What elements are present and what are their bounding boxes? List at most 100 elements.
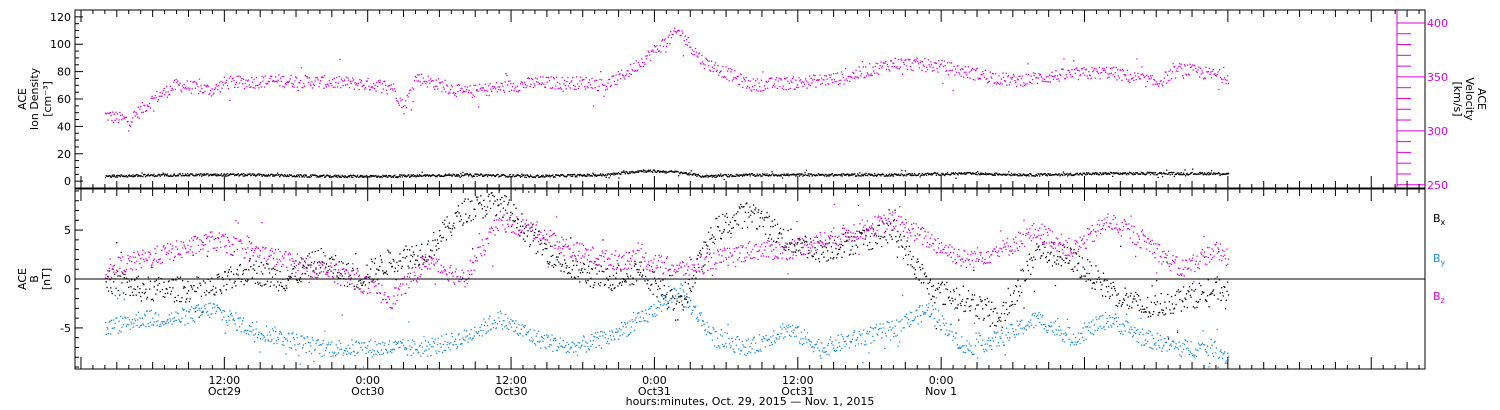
density-point	[189, 173, 192, 175]
by-point	[124, 316, 126, 318]
bx-point	[134, 288, 137, 291]
bx-point	[382, 273, 385, 275]
velocity-point	[927, 59, 929, 61]
density-point	[911, 175, 913, 177]
by-point	[834, 350, 836, 353]
bx-point	[197, 287, 199, 289]
by-point	[1179, 345, 1182, 347]
velocity-point	[427, 75, 429, 77]
velocity-point	[1182, 75, 1184, 77]
density-point	[777, 175, 779, 177]
by-point	[573, 343, 576, 345]
density-point	[293, 175, 296, 177]
by-point	[640, 320, 642, 323]
by-point	[830, 336, 832, 338]
velocity-point	[1036, 82, 1039, 85]
by-point	[526, 331, 528, 334]
by-point	[295, 349, 297, 351]
density-point	[651, 171, 653, 173]
bx-point	[191, 288, 194, 290]
density-point	[1046, 173, 1048, 176]
by-point	[185, 315, 187, 317]
density-point	[475, 173, 477, 175]
by-point	[1006, 337, 1009, 339]
bx-point	[138, 292, 140, 294]
bx-point	[281, 285, 283, 288]
density-point	[612, 172, 614, 174]
velocity-point	[1203, 78, 1205, 80]
by-point	[1191, 353, 1193, 355]
velocity-point	[366, 80, 368, 82]
by-point	[1023, 326, 1025, 329]
density-point	[424, 174, 426, 176]
density-point	[817, 174, 819, 177]
density-point	[116, 175, 118, 177]
density-point	[398, 175, 400, 178]
velocity-point	[781, 87, 783, 89]
velocity-point	[202, 92, 205, 94]
density-point	[871, 174, 873, 176]
by-point	[1188, 353, 1191, 356]
density-point	[883, 173, 885, 175]
by-point	[1138, 341, 1140, 344]
velocity-point	[525, 87, 527, 89]
velocity-point	[332, 86, 335, 89]
bx-point	[264, 267, 266, 269]
density-point	[493, 174, 495, 176]
density-point	[194, 175, 196, 177]
velocity-point	[1109, 73, 1111, 75]
density-point	[597, 174, 600, 176]
density-point	[735, 173, 737, 175]
by-point	[210, 313, 212, 315]
by-point	[527, 332, 529, 334]
velocity-point	[775, 77, 778, 79]
by-point	[564, 346, 566, 348]
density-point	[508, 176, 510, 178]
by-point	[581, 344, 583, 346]
by-point	[794, 326, 797, 329]
bx-point	[389, 252, 391, 254]
velocity-point	[673, 30, 675, 32]
by-point	[723, 345, 725, 347]
by-point	[854, 345, 857, 347]
by-point	[761, 340, 764, 343]
density-point	[256, 174, 258, 176]
velocity-point	[800, 79, 802, 81]
velocity-point	[228, 77, 230, 79]
velocity-point	[285, 83, 287, 86]
by-point	[839, 349, 842, 352]
density-point	[1012, 174, 1014, 176]
by-point	[168, 314, 170, 316]
velocity-point	[634, 70, 636, 72]
velocity-point	[523, 81, 526, 83]
velocity-point	[331, 85, 333, 87]
velocity-point	[1142, 74, 1145, 76]
velocity-point	[816, 79, 819, 81]
density-point	[1124, 172, 1126, 174]
density-point	[134, 175, 136, 178]
velocity-point	[807, 81, 809, 83]
by-point	[251, 321, 253, 323]
bx-point	[231, 287, 233, 289]
density-point	[915, 174, 917, 177]
density-point	[725, 174, 727, 176]
velocity-point	[251, 76, 253, 79]
bx-point	[206, 290, 208, 292]
by-point	[485, 333, 487, 335]
bx-point	[371, 261, 373, 263]
by-point	[824, 347, 826, 349]
velocity-point	[885, 60, 887, 63]
density-point	[266, 175, 268, 177]
by-point	[259, 351, 261, 353]
by-point	[113, 327, 116, 329]
by-point	[152, 324, 155, 326]
velocity-point	[324, 75, 326, 77]
by-point	[1025, 329, 1027, 331]
density-point	[429, 174, 431, 177]
velocity-point	[494, 86, 496, 88]
density-point	[281, 174, 283, 176]
velocity-point	[462, 90, 465, 92]
velocity-point	[1116, 79, 1118, 81]
density-point	[581, 174, 583, 177]
by-point	[216, 304, 218, 306]
